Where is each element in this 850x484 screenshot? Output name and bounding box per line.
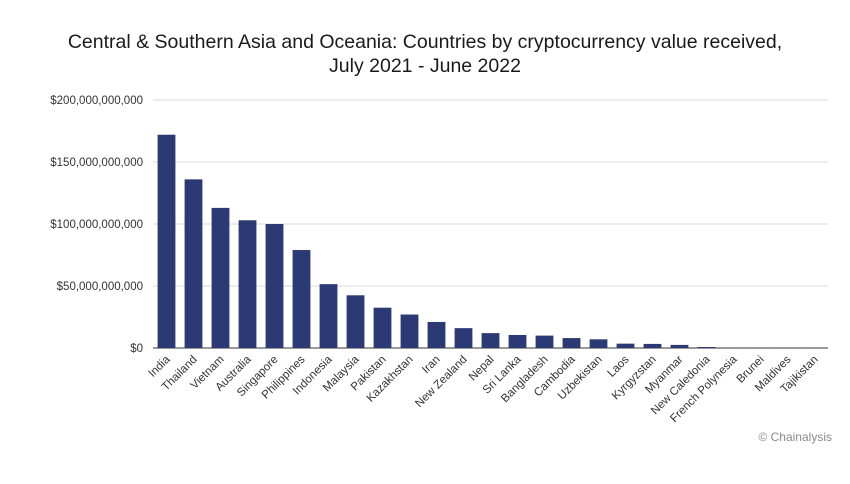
bar-philippines bbox=[292, 250, 311, 348]
bar-new-zealand bbox=[454, 328, 473, 348]
bar-thailand bbox=[184, 179, 203, 348]
bar-sri-lanka bbox=[508, 334, 527, 348]
bar-iran bbox=[427, 321, 446, 348]
bar-kyrgyzstan bbox=[643, 343, 662, 348]
y-tick-label: $200,000,000,000 bbox=[50, 95, 143, 107]
bar-singapore bbox=[265, 224, 284, 348]
y-tick-label: $100,000,000,000 bbox=[50, 219, 143, 231]
y-tick-label: $150,000,000,000 bbox=[50, 157, 143, 169]
bar-new-caledonia bbox=[697, 347, 716, 348]
chart-title-line-1: Central & Southern Asia and Oceania: Cou… bbox=[67, 31, 783, 53]
bar-uzbekistan bbox=[589, 339, 608, 348]
bar-bangladesh bbox=[535, 335, 554, 348]
y-tick-label: $0 bbox=[130, 343, 143, 355]
bar-myanmar bbox=[670, 344, 689, 348]
bar-kazakhstan bbox=[400, 314, 419, 348]
chart-title: Central & Southern Asia and Oceania: Cou… bbox=[0, 30, 850, 78]
bar-laos bbox=[616, 343, 635, 348]
chainalysis-credit: © Chainalysis bbox=[758, 430, 832, 444]
bar-nepal bbox=[481, 333, 500, 348]
bar-indonesia bbox=[319, 284, 338, 348]
bar-india bbox=[157, 134, 176, 348]
bar-malaysia bbox=[346, 295, 365, 348]
y-tick-label: $50,000,000,000 bbox=[57, 281, 143, 293]
bar-australia bbox=[238, 220, 257, 348]
bar-pakistan bbox=[373, 307, 392, 348]
chart-title-line-2: July 2021 - June 2022 bbox=[329, 55, 521, 77]
bar-vietnam bbox=[211, 207, 230, 348]
x-tick-label: Iran bbox=[420, 354, 443, 377]
bar-cambodia bbox=[562, 338, 581, 348]
